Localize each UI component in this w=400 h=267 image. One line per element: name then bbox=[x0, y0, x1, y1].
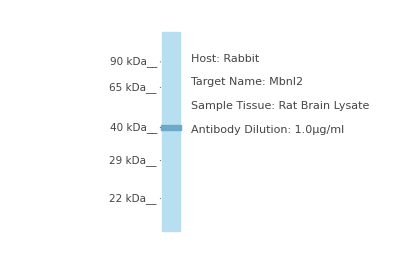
Text: Target Name: Mbnl2: Target Name: Mbnl2 bbox=[191, 77, 303, 87]
Text: Antibody Dilution: 1.0µg/ml: Antibody Dilution: 1.0µg/ml bbox=[191, 125, 344, 135]
Text: 29 kDa__: 29 kDa__ bbox=[110, 155, 157, 166]
Text: 90 kDa__: 90 kDa__ bbox=[110, 56, 157, 67]
Text: 22 kDa__: 22 kDa__ bbox=[110, 193, 157, 204]
Text: Host: Rabbit: Host: Rabbit bbox=[191, 54, 259, 64]
Bar bbox=[162, 32, 180, 231]
Text: 40 kDa__: 40 kDa__ bbox=[110, 122, 157, 133]
Text: 65 kDa__: 65 kDa__ bbox=[110, 82, 157, 93]
Text: Sample Tissue: Rat Brain Lysate: Sample Tissue: Rat Brain Lysate bbox=[191, 101, 370, 111]
Bar bbox=[161, 125, 181, 130]
